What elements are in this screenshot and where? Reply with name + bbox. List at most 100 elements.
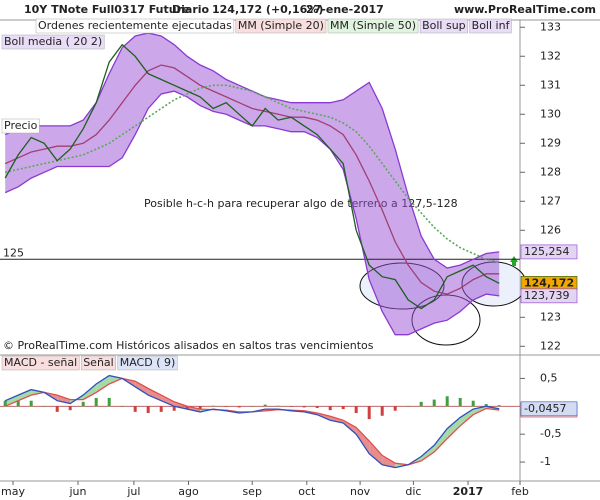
series-line bbox=[4, 374, 500, 469]
histogram-bar bbox=[94, 397, 98, 407]
y-tick-label: 131 bbox=[540, 78, 561, 91]
macd-fill bbox=[421, 445, 435, 461]
histogram-bar bbox=[302, 406, 306, 408]
legend-box bbox=[469, 18, 512, 34]
histogram-bar bbox=[29, 400, 33, 407]
macd-fill bbox=[161, 395, 175, 407]
histogram-bar bbox=[393, 406, 397, 411]
y-tick-label: 123 bbox=[540, 310, 561, 323]
histogram-bar bbox=[107, 397, 111, 407]
y-tick-label: 122 bbox=[540, 339, 561, 352]
y-tick-label: -1 bbox=[540, 455, 551, 468]
histogram-bar bbox=[458, 397, 462, 407]
histogram-bar bbox=[250, 406, 254, 407]
legend-entry: MACD - señal bbox=[4, 356, 77, 369]
histogram-bar bbox=[367, 406, 371, 420]
histogram-bar bbox=[484, 404, 488, 407]
legend-entry: MM (Simple 50) bbox=[330, 19, 416, 32]
histogram-bar bbox=[406, 406, 410, 407]
legend-entry: MACD ( 9) bbox=[120, 356, 176, 369]
histogram-bar bbox=[185, 406, 189, 410]
legend-box bbox=[117, 355, 178, 371]
y-tick-label: 126 bbox=[540, 223, 561, 236]
histogram-bar bbox=[276, 405, 280, 407]
y-tick-label: 128 bbox=[540, 165, 561, 178]
date: 27-ene-2017 bbox=[306, 3, 384, 16]
legend-entry: Precio bbox=[4, 119, 38, 132]
series-line bbox=[5, 84, 500, 263]
macd-fill bbox=[174, 401, 188, 410]
x-tick-label: feb bbox=[511, 485, 529, 498]
macd-fill bbox=[356, 427, 370, 454]
legend-entry: MM (Simple 20) bbox=[238, 19, 324, 32]
legend-box bbox=[1, 34, 105, 50]
instrument: 10Y TNote Full0317 Future bbox=[24, 3, 189, 16]
histogram-bar bbox=[289, 406, 293, 407]
histogram-bar bbox=[211, 405, 215, 407]
arrow-icon bbox=[510, 256, 518, 266]
macd-fill bbox=[83, 383, 97, 400]
legend-entry: Boll inf bbox=[472, 19, 511, 32]
value-label: 123,739 bbox=[524, 289, 570, 302]
macd-fill bbox=[460, 409, 474, 426]
level-label: 125 bbox=[3, 246, 24, 259]
macd-fill bbox=[382, 455, 396, 468]
legend-box bbox=[35, 18, 235, 34]
macd-fill bbox=[135, 381, 149, 396]
histogram-bar bbox=[81, 401, 85, 407]
macd-fill bbox=[96, 375, 110, 393]
period: Diario bbox=[172, 3, 210, 16]
histogram-bar bbox=[133, 406, 137, 412]
histogram-bar bbox=[146, 406, 150, 413]
histogram-bar bbox=[354, 406, 358, 413]
y-tick-label: 0,5 bbox=[540, 371, 558, 384]
histogram-bar bbox=[380, 406, 384, 416]
histogram-bar bbox=[315, 406, 319, 408]
y-tick-label: -0,5 bbox=[540, 427, 561, 440]
last-price: 124,172 (+0,16%) bbox=[212, 3, 323, 16]
legend-box bbox=[1, 118, 40, 134]
histogram-bar bbox=[432, 399, 436, 407]
x-tick-label: dic bbox=[405, 485, 421, 498]
x-tick-label: may bbox=[1, 485, 25, 498]
histogram-bar bbox=[172, 406, 176, 411]
histogram-bar bbox=[55, 406, 59, 412]
histogram-bar bbox=[497, 405, 501, 407]
macd-fill bbox=[187, 406, 201, 412]
histogram-bar bbox=[263, 404, 267, 407]
legend-box bbox=[1, 355, 80, 371]
legend-entry: Boll sup bbox=[422, 19, 466, 32]
histogram-bar bbox=[445, 396, 449, 407]
legend-box bbox=[235, 18, 327, 34]
value-label: 124,172 bbox=[524, 276, 574, 289]
value-label-bg bbox=[520, 244, 578, 260]
histogram-bar bbox=[3, 400, 7, 407]
legend-box bbox=[80, 355, 116, 371]
x-tick-label: ago bbox=[178, 485, 199, 498]
legend-entry: Boll media ( 20 2) bbox=[4, 35, 102, 48]
histogram-bar bbox=[159, 406, 163, 412]
y-tick-label: 127 bbox=[540, 194, 561, 207]
histogram-bar bbox=[68, 406, 72, 411]
macd-fill bbox=[330, 416, 344, 424]
series-line bbox=[4, 64, 500, 295]
series-line bbox=[4, 43, 500, 310]
legend-box bbox=[419, 18, 468, 34]
macd-fill bbox=[148, 388, 162, 401]
y-tick-label: 133 bbox=[540, 20, 561, 33]
value-label-bg bbox=[520, 288, 578, 304]
macd-fill bbox=[434, 428, 448, 453]
x-tick-label: sep bbox=[242, 485, 261, 498]
y-tick-label: 129 bbox=[540, 136, 561, 149]
legend-box bbox=[327, 18, 419, 34]
histogram-bar bbox=[328, 406, 332, 411]
histogram-bar bbox=[42, 406, 46, 407]
histogram-bar bbox=[419, 401, 423, 407]
macd-fill bbox=[447, 417, 461, 439]
x-tick-label: oct bbox=[298, 485, 316, 498]
histogram-bar bbox=[471, 400, 475, 407]
y-tick-label: 132 bbox=[540, 49, 561, 62]
x-tick-label: 2017 bbox=[453, 485, 484, 498]
